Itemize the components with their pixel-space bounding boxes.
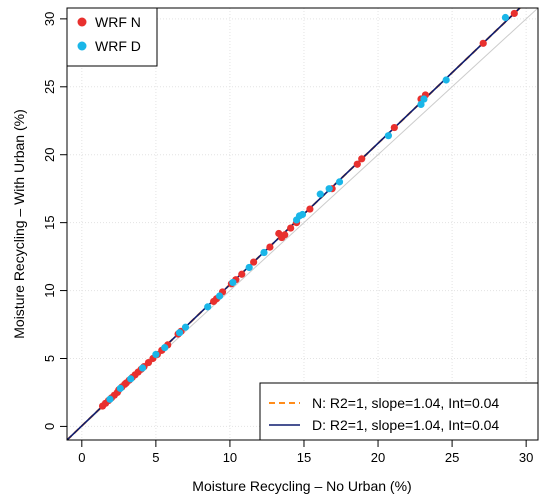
point-wrf-d (325, 185, 333, 193)
point-wrf-d (175, 329, 184, 337)
legend-label-fit-d: D: R2=1, slope=1.04, Int=0.04 (312, 417, 499, 433)
point-wrf-d (501, 13, 510, 22)
legend-label-fit-n: N: R2=1, slope=1.04, Int=0.04 (312, 395, 499, 411)
point-wrf-d (335, 178, 344, 186)
point-wrf-d (215, 292, 224, 300)
x-tick-label: 30 (519, 450, 533, 465)
point-wrf-d (260, 248, 268, 257)
legend-marker-wrf-n (77, 17, 87, 27)
point-wrf-n (266, 243, 274, 251)
point-wrf-d (106, 395, 114, 403)
point-wrf-d (245, 263, 253, 272)
x-tick-label: 10 (223, 450, 237, 465)
y-tick-label: 30 (42, 12, 57, 26)
point-wrf-n (281, 231, 289, 239)
y-tick-label: 10 (42, 283, 57, 297)
point-wrf-n (287, 224, 295, 232)
y-tick-label: 25 (42, 80, 57, 94)
point-wrf-d (152, 350, 160, 359)
legend-lines-box (259, 382, 539, 441)
point-wrf-d (181, 323, 190, 331)
point-wrf-d (298, 210, 307, 219)
point-wrf-n (250, 258, 258, 266)
legend-lines: N: R2=1, slope=1.04, Int=0.04 D: R2=1, s… (259, 382, 539, 441)
x-tick-label: 20 (371, 450, 385, 465)
x-tick-label: 5 (152, 450, 159, 465)
legend-label-wrf-d: WRF D (95, 38, 141, 54)
point-wrf-d (420, 95, 428, 103)
point-wrf-d (204, 303, 212, 311)
legend-points: WRF N WRF D (66, 7, 158, 67)
point-wrf-d (161, 344, 169, 352)
point-wrf-d (316, 190, 324, 198)
x-axis: 0 5 10 15 20 25 30 (78, 440, 533, 465)
y-tick-label: 15 (42, 215, 57, 229)
point-wrf-n (358, 155, 366, 163)
legend-marker-wrf-d (77, 41, 87, 51)
x-axis-title: Moisture Recycling – No Urban (%) (192, 478, 411, 494)
point-wrf-d (417, 100, 425, 109)
x-tick-label: 25 (445, 450, 459, 465)
point-wrf-d (116, 384, 124, 392)
point-wrf-n (510, 9, 518, 18)
point-wrf-n (306, 205, 314, 213)
point-wrf-d (229, 278, 237, 287)
legend-label-wrf-n: WRF N (95, 14, 141, 30)
point-wrf-d (138, 364, 147, 372)
point-wrf-d (442, 76, 450, 84)
y-axis: 0 5 10 15 20 25 30 (42, 12, 67, 430)
y-axis-title: Moisture Recycling – With Urban (%) (11, 109, 27, 339)
scatter-points (98, 9, 518, 410)
point-wrf-n (390, 123, 398, 132)
x-tick-label: 0 (78, 450, 85, 465)
x-tick-label: 15 (297, 450, 311, 465)
point-wrf-n (479, 39, 487, 47)
y-tick-label: 0 (42, 423, 57, 430)
point-wrf-n (353, 160, 361, 168)
point-wrf-d (127, 375, 135, 383)
point-wrf-n (238, 270, 246, 278)
point-wrf-d (384, 132, 393, 140)
y-tick-label: 5 (42, 355, 57, 362)
y-tick-label: 20 (42, 147, 57, 161)
